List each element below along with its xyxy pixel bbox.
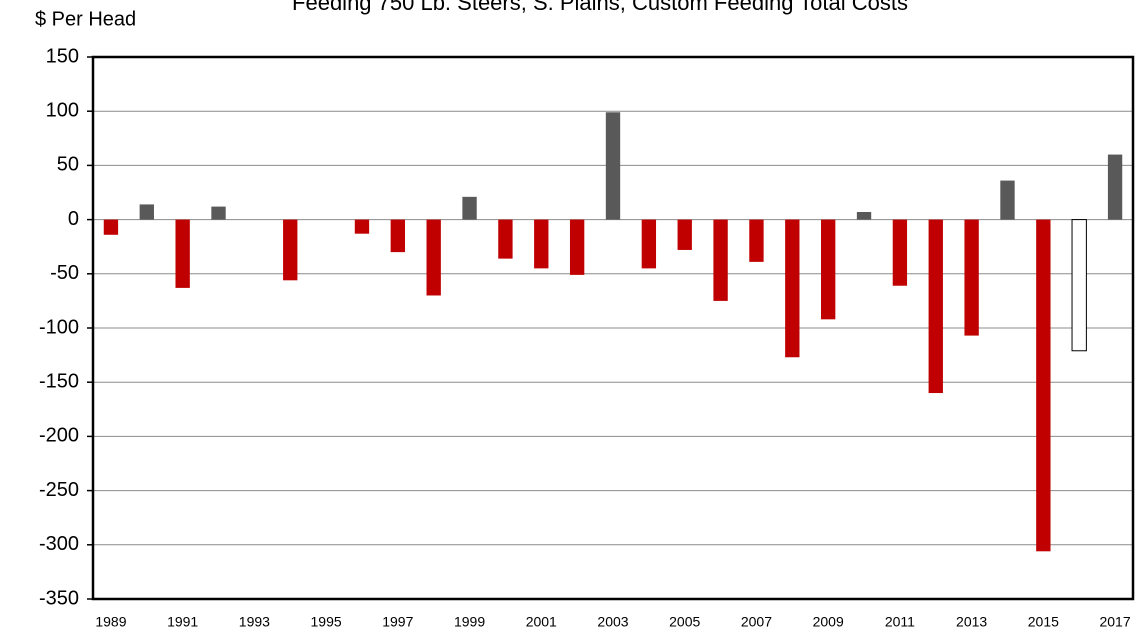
- bar: [1000, 180, 1015, 220]
- y-tick-label: -50: [50, 262, 79, 284]
- bar: [534, 219, 549, 269]
- bar: [856, 212, 872, 220]
- bar: [462, 196, 477, 220]
- x-tick-label: 1989: [95, 614, 126, 630]
- y-tick-label: -350: [39, 587, 79, 609]
- plot-frame: [91, 55, 1135, 601]
- y-tick-label: -150: [39, 370, 79, 392]
- y-tick-label: 100: [46, 99, 79, 121]
- x-tick-label: 2001: [526, 614, 557, 630]
- bar: [641, 219, 657, 269]
- y-tick-label: -300: [39, 533, 79, 555]
- x-tick-label: 2013: [956, 614, 987, 630]
- bar: [677, 219, 692, 250]
- x-tick-label: 2017: [1099, 614, 1130, 630]
- x-tick-label: 1993: [239, 614, 270, 630]
- bar: [103, 219, 119, 235]
- bar: [713, 219, 728, 301]
- bar: [964, 219, 979, 336]
- x-tick-label: 2009: [813, 614, 844, 630]
- bar: [928, 219, 943, 394]
- bar: [785, 219, 800, 358]
- x-tick-label: 1997: [382, 614, 413, 630]
- bar: [498, 219, 513, 259]
- chart-title: Feeding 750 Lb. Steers, S. Plains, Custo…: [292, 0, 908, 15]
- y-tick-label: -250: [39, 479, 79, 501]
- bar: [175, 219, 190, 288]
- x-tick-label: 2011: [885, 614, 915, 630]
- y-tick-label: 0: [68, 208, 79, 230]
- y-tick-label: -100: [39, 316, 79, 338]
- x-tick-label: 1991: [167, 614, 198, 630]
- y-tick-label: 150: [46, 45, 79, 67]
- bar: [1107, 154, 1123, 220]
- bar: [283, 219, 298, 281]
- bar: [211, 206, 226, 220]
- bar: [426, 219, 441, 296]
- y-axis-label: $ Per Head: [35, 8, 136, 30]
- bar: [1071, 219, 1087, 352]
- bar: [569, 219, 585, 275]
- bar: [749, 219, 764, 262]
- x-tick-label: 2003: [597, 614, 628, 630]
- bar: [1036, 219, 1051, 552]
- bar: [821, 219, 836, 320]
- x-tick-label: 1999: [454, 614, 485, 630]
- y-tick-label: 50: [57, 154, 79, 176]
- x-tick-label: 2015: [1028, 614, 1059, 630]
- bar: [605, 112, 621, 220]
- bar: [892, 219, 908, 286]
- x-tick-label: 1995: [311, 614, 342, 630]
- x-tick-label: 2005: [669, 614, 700, 630]
- y-tick-label: -200: [39, 425, 79, 447]
- bar: [390, 219, 405, 253]
- bar: [354, 219, 370, 234]
- x-tick-label: 2007: [741, 614, 772, 630]
- bar: [139, 204, 154, 220]
